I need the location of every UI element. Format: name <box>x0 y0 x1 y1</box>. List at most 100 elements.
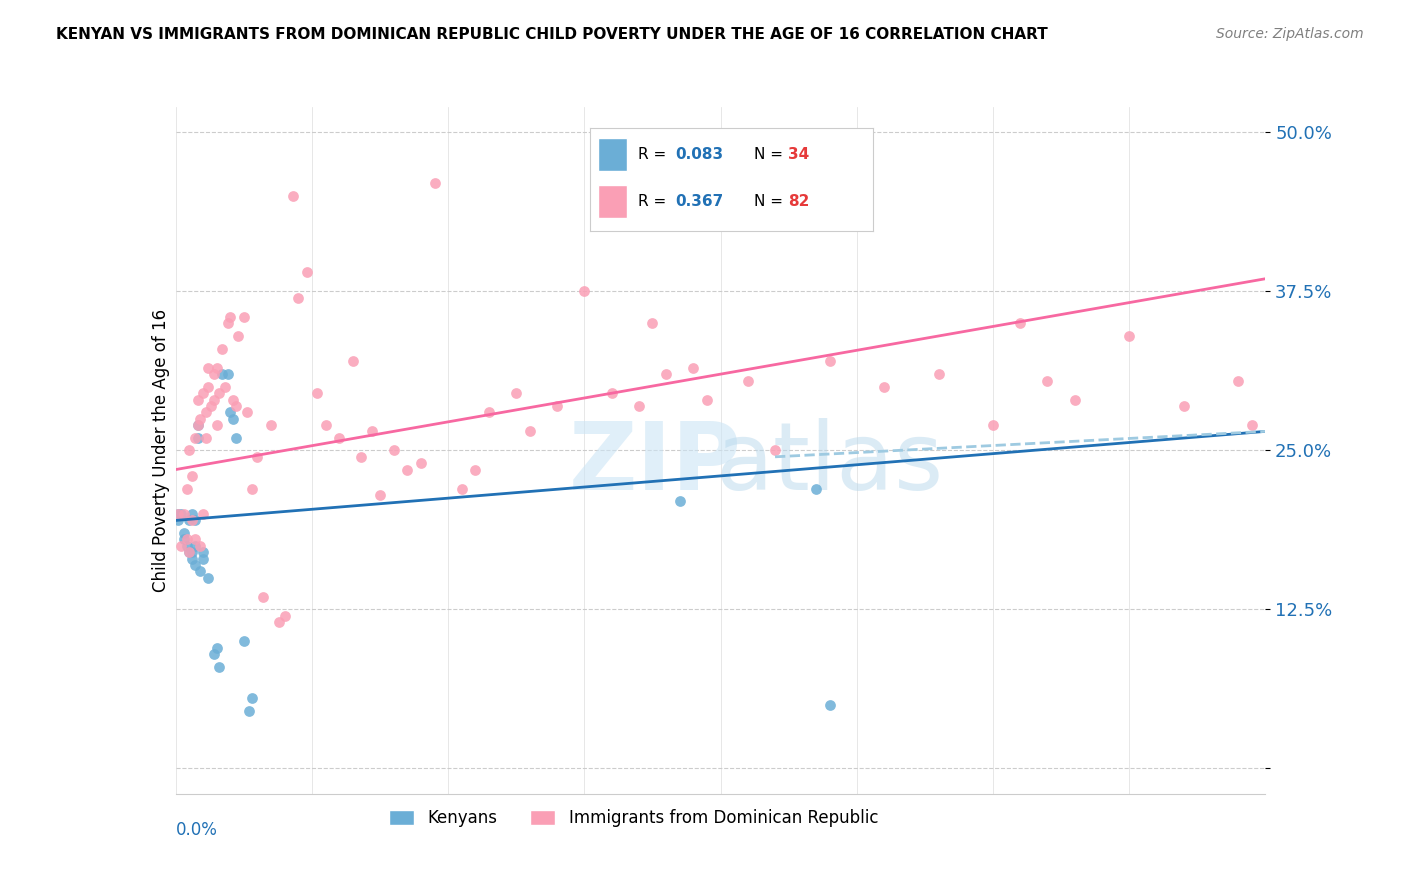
Point <box>173 526 195 541</box>
Point <box>186 417 209 432</box>
Point <box>167 507 190 521</box>
Point <box>194 405 217 419</box>
Point <box>228 329 250 343</box>
Point <box>328 431 350 445</box>
Legend: Kenyans, Immigrants from Dominican Republic: Kenyans, Immigrants from Dominican Repub… <box>382 802 884 834</box>
Point <box>184 431 207 445</box>
Point <box>219 405 242 419</box>
Point <box>818 698 841 712</box>
Point <box>232 310 254 324</box>
Point <box>181 507 204 521</box>
Point <box>627 399 650 413</box>
Point <box>191 551 214 566</box>
Point <box>188 539 211 553</box>
Text: Source: ZipAtlas.com: Source: ZipAtlas.com <box>1216 27 1364 41</box>
Point <box>1063 392 1085 407</box>
Point <box>179 545 201 559</box>
Point <box>240 482 263 496</box>
Point <box>295 265 318 279</box>
Point <box>737 374 759 388</box>
Point <box>217 367 239 381</box>
Point <box>600 386 623 401</box>
Point <box>179 513 201 527</box>
Point <box>211 342 233 356</box>
Point <box>176 533 198 547</box>
Point <box>274 608 297 623</box>
Point <box>197 571 219 585</box>
Point <box>281 189 304 203</box>
Point <box>191 507 214 521</box>
Point <box>173 507 195 521</box>
Point <box>252 590 274 604</box>
Point <box>225 431 247 445</box>
Point <box>186 392 209 407</box>
Point <box>1010 316 1032 330</box>
Point <box>269 615 291 630</box>
Point <box>1227 374 1250 388</box>
Point <box>208 659 231 673</box>
Point <box>505 386 527 401</box>
Point <box>184 513 207 527</box>
Point <box>217 316 239 330</box>
Text: 0.0%: 0.0% <box>176 822 218 839</box>
Point <box>191 386 214 401</box>
Point <box>184 539 207 553</box>
Point <box>197 380 219 394</box>
Point <box>179 545 201 559</box>
Point <box>200 399 222 413</box>
Point <box>205 360 228 375</box>
Point <box>396 462 419 476</box>
Point <box>186 431 209 445</box>
Point <box>307 386 329 401</box>
Point <box>546 399 568 413</box>
Text: KENYAN VS IMMIGRANTS FROM DOMINICAN REPUBLIC CHILD POVERTY UNDER THE AGE OF 16 C: KENYAN VS IMMIGRANTS FROM DOMINICAN REPU… <box>56 27 1047 42</box>
Point <box>873 380 896 394</box>
Point <box>173 533 195 547</box>
Point <box>1240 417 1263 432</box>
Point <box>360 425 382 439</box>
Point <box>197 360 219 375</box>
Point <box>222 392 245 407</box>
Point <box>179 443 201 458</box>
Point <box>167 513 190 527</box>
Point <box>167 507 190 521</box>
Point <box>205 640 228 655</box>
Point <box>928 367 950 381</box>
Point <box>181 545 204 559</box>
Point <box>186 417 209 432</box>
Point <box>205 417 228 432</box>
Point <box>682 360 704 375</box>
Text: ZIP: ZIP <box>569 418 741 510</box>
Point <box>238 704 260 718</box>
Point <box>1118 329 1140 343</box>
Point <box>170 539 193 553</box>
Point <box>382 443 405 458</box>
Point <box>409 456 432 470</box>
Y-axis label: Child Poverty Under the Age of 16: Child Poverty Under the Age of 16 <box>152 309 170 592</box>
Point <box>181 551 204 566</box>
Point <box>423 177 446 191</box>
Point <box>188 564 211 578</box>
Point <box>219 310 242 324</box>
Point <box>184 558 207 572</box>
Point <box>574 285 596 299</box>
Point <box>641 316 664 330</box>
Point <box>260 417 283 432</box>
Point <box>981 417 1004 432</box>
Point <box>191 545 214 559</box>
Point <box>181 469 204 483</box>
Point <box>342 354 364 368</box>
Point <box>804 482 827 496</box>
Point <box>1173 399 1195 413</box>
Point <box>232 634 254 648</box>
Point <box>315 417 337 432</box>
Point <box>478 405 501 419</box>
Point <box>184 533 207 547</box>
Point <box>222 411 245 425</box>
Point <box>368 488 391 502</box>
Point <box>194 431 217 445</box>
Point <box>170 507 193 521</box>
Point <box>696 392 718 407</box>
Point <box>464 462 486 476</box>
Point <box>1036 374 1059 388</box>
